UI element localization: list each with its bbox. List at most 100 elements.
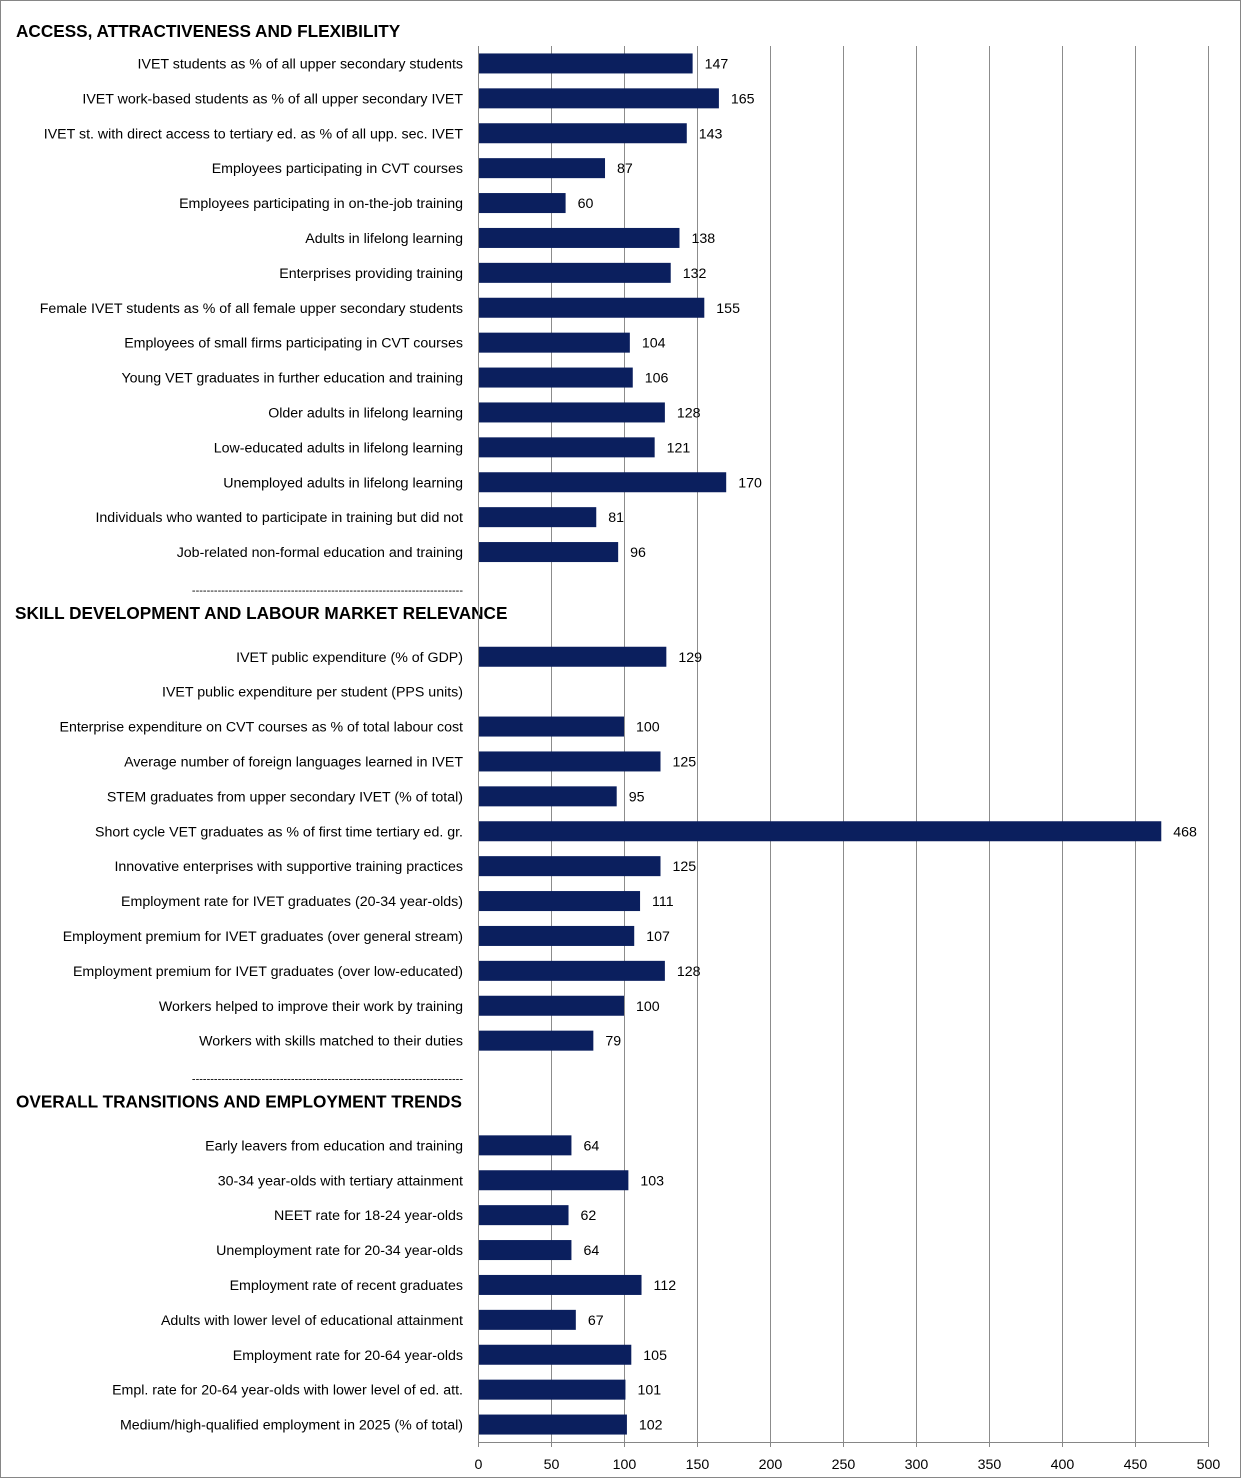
data-label: 60 <box>578 196 594 212</box>
bar <box>478 437 655 458</box>
data-label: 96 <box>630 545 646 561</box>
category-label: IVET public expenditure (% of GDP) <box>236 650 463 666</box>
bar <box>478 158 606 179</box>
data-label: 165 <box>731 91 755 107</box>
category-label: Young VET graduates in further education… <box>121 371 463 387</box>
bar <box>478 1379 626 1400</box>
bar <box>478 716 624 737</box>
data-label: 67 <box>588 1313 604 1329</box>
category-label: Innovative enterprises with supportive t… <box>114 859 463 875</box>
data-label: 143 <box>699 126 723 142</box>
category-label: Short cycle VET graduates as % of first … <box>95 824 463 840</box>
tick-label: 500 <box>1197 1457 1221 1473</box>
bar <box>478 472 727 493</box>
category-label: Employees of small firms participating i… <box>124 336 463 352</box>
category-label: Employment rate of recent graduates <box>230 1278 463 1294</box>
tick-label: 150 <box>686 1457 710 1473</box>
tick-label: 250 <box>832 1457 856 1473</box>
data-label: 129 <box>678 650 702 666</box>
data-label: 62 <box>581 1208 597 1224</box>
data-label: 147 <box>705 56 729 72</box>
bar <box>478 786 617 807</box>
data-label: 100 <box>636 999 660 1015</box>
category-label: Workers with skills matched to their dut… <box>199 1034 463 1050</box>
bar <box>478 1344 632 1365</box>
bar <box>478 193 566 214</box>
tick-label: 450 <box>1124 1457 1148 1473</box>
category-label: Low-educated adults in lifelong learning <box>214 440 463 456</box>
bar <box>478 960 665 981</box>
section-title: SKILL DEVELOPMENT AND LABOUR MARKET RELE… <box>15 603 507 623</box>
data-label: 125 <box>673 754 697 770</box>
bar <box>478 995 624 1016</box>
category-label: IVET students as % of all upper secondar… <box>138 56 463 72</box>
category-label: Enterprises providing training <box>279 266 463 282</box>
data-label: 155 <box>716 301 740 317</box>
data-label: 81 <box>608 510 624 526</box>
category-label: NEET rate for 18-24 year-olds <box>274 1208 463 1224</box>
category-label: Employment premium for IVET graduates (o… <box>63 929 463 945</box>
data-label: 468 <box>1173 824 1197 840</box>
category-label: Empl. rate for 20-64 year-olds with lowe… <box>112 1383 463 1399</box>
category-label: Employees participating in CVT courses <box>212 161 463 177</box>
bar <box>478 1135 572 1156</box>
bar <box>478 891 641 912</box>
category-label: IVET st. with direct access to tertiary … <box>44 126 464 142</box>
category-label: Older adults in lifelong learning <box>268 405 463 421</box>
category-label: Unemployed adults in lifelong learning <box>223 475 463 491</box>
bar <box>478 507 597 528</box>
category-label: Average number of foreign languages lear… <box>124 754 463 770</box>
data-label: 104 <box>642 336 666 352</box>
bar <box>478 542 619 563</box>
data-label: 103 <box>640 1173 664 1189</box>
data-label: 121 <box>667 440 691 456</box>
data-label: 105 <box>643 1348 667 1364</box>
bar <box>478 1414 627 1435</box>
bar <box>478 1274 642 1295</box>
bar <box>478 332 630 353</box>
data-label: 107 <box>646 929 670 945</box>
data-label: 112 <box>654 1278 677 1294</box>
category-label: Workers helped to improve their work by … <box>159 999 463 1015</box>
data-label: 170 <box>738 475 762 491</box>
data-label: 128 <box>677 405 701 421</box>
bar <box>478 821 1162 842</box>
category-label: IVET work-based students as % of all upp… <box>82 91 463 107</box>
bar <box>478 1170 629 1191</box>
data-label: 64 <box>583 1243 599 1259</box>
data-label: 106 <box>645 371 669 387</box>
bar <box>478 367 633 388</box>
category-label: Job-related non-formal education and tra… <box>177 545 463 561</box>
category-label: Adults with lower level of educational a… <box>161 1313 463 1329</box>
category-label: Unemployment rate for 20-34 year-olds <box>216 1243 463 1259</box>
tick-label: 300 <box>905 1457 929 1473</box>
data-label: 101 <box>637 1383 661 1399</box>
tick-label: 350 <box>978 1457 1002 1473</box>
bar <box>478 297 705 318</box>
data-label: 100 <box>636 720 660 736</box>
category-label: 30-34 year-olds with tertiary attainment <box>218 1173 463 1189</box>
bar <box>478 925 635 946</box>
category-label: Enterprise expenditure on CVT courses as… <box>59 720 463 736</box>
bar <box>478 856 661 877</box>
category-label: Medium/high-qualified employment in 2025… <box>120 1418 463 1434</box>
category-label: Employment rate for 20-64 year-olds <box>233 1348 463 1364</box>
bar <box>478 1205 569 1226</box>
category-label: IVET public expenditure per student (PPS… <box>162 685 463 701</box>
category-label: Early leavers from education and trainin… <box>205 1138 463 1154</box>
tick-label: 100 <box>613 1457 637 1473</box>
data-label: 128 <box>677 964 701 980</box>
bar <box>478 402 665 423</box>
section-separator: ----------------------------------------… <box>192 1074 463 1086</box>
category-label: Individuals who wanted to participate in… <box>95 510 463 526</box>
data-label: 138 <box>691 231 715 247</box>
bar <box>478 262 671 283</box>
category-label: Female IVET students as % of all female … <box>40 301 463 317</box>
section-title: OVERALL TRANSITIONS AND EMPLOYMENT TREND… <box>16 1091 462 1111</box>
data-label: 95 <box>629 789 645 805</box>
data-label: 87 <box>617 161 633 177</box>
category-label: Employment premium for IVET graduates (o… <box>73 964 463 980</box>
data-label: 111 <box>652 894 674 910</box>
bar <box>478 1309 576 1330</box>
section-separator: ----------------------------------------… <box>192 585 463 597</box>
